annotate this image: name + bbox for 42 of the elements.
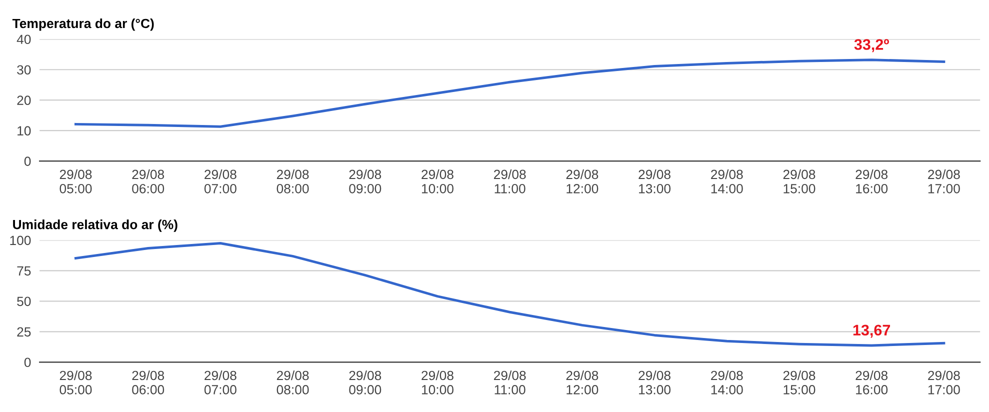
y-tick-label: 75 [17, 266, 31, 276]
x-tick-label: 29/08 07:00 [204, 169, 236, 194]
x-tick-label: 29/08 12:00 [566, 370, 598, 394]
x-tick-label: 29/08 12:00 [566, 169, 598, 194]
y-tick-label: 50 [17, 296, 31, 306]
x-tick-label: 29/08 15:00 [783, 169, 816, 194]
x-tick-label: 29/08 14:00 [711, 169, 743, 194]
y-tick-label: 0 [24, 358, 31, 368]
x-tick-label: 29/08 13:00 [638, 370, 671, 394]
x-tick-label: 29/08 09:00 [349, 370, 382, 394]
line-series [74, 242, 946, 347]
line-series [74, 58, 946, 128]
x-tick-label: 29/08 15:00 [783, 370, 816, 394]
x-tick-label: 29/08 13:00 [638, 169, 671, 194]
x-tick-label: 29/08 11:00 [494, 169, 526, 194]
x-tick-label: 29/08 16:00 [856, 370, 888, 394]
x-tick-label: 29/08 14:00 [711, 370, 743, 394]
y-tick-label: 25 [17, 327, 31, 337]
x-tick-label: 29/08 06:00 [132, 370, 164, 394]
chart-title: Temperatura do ar (°C) [12, 18, 154, 31]
x-tick-label: 29/08 06:00 [132, 169, 164, 194]
x-tick-label: 29/08 16:00 [856, 169, 888, 194]
chart-title: Umidade relativa do ar (%) [13, 220, 178, 232]
annotation: 33,2º [854, 39, 889, 52]
y-tick-label: 30 [17, 65, 31, 75]
x-tick-label: 29/08 10:00 [422, 370, 454, 394]
annotation: 13,67 [853, 324, 890, 338]
y-tick-label: 10 [18, 126, 31, 136]
x-tick-label: 29/08 17:00 [928, 169, 960, 194]
y-tick-label: 40 [16, 34, 31, 44]
x-tick-label: 29/08 05:00 [60, 169, 92, 194]
x-tick-label: 29/08 09:00 [349, 169, 382, 194]
x-tick-label: 29/08 10:00 [422, 169, 454, 194]
x-tick-label: 29/08 05:00 [60, 370, 92, 394]
y-tick-label: 100 [10, 236, 31, 246]
x-tick-label: 29/08 11:00 [494, 370, 526, 394]
x-tick-label: 29/08 17:00 [928, 370, 960, 394]
y-tick-label: 20 [17, 96, 31, 106]
x-tick-label: 29/08 08:00 [276, 370, 309, 394]
x-tick-label: 29/08 07:00 [204, 370, 236, 394]
y-tick-label: 0 [24, 156, 31, 166]
x-tick-label: 29/08 08:00 [276, 169, 309, 194]
